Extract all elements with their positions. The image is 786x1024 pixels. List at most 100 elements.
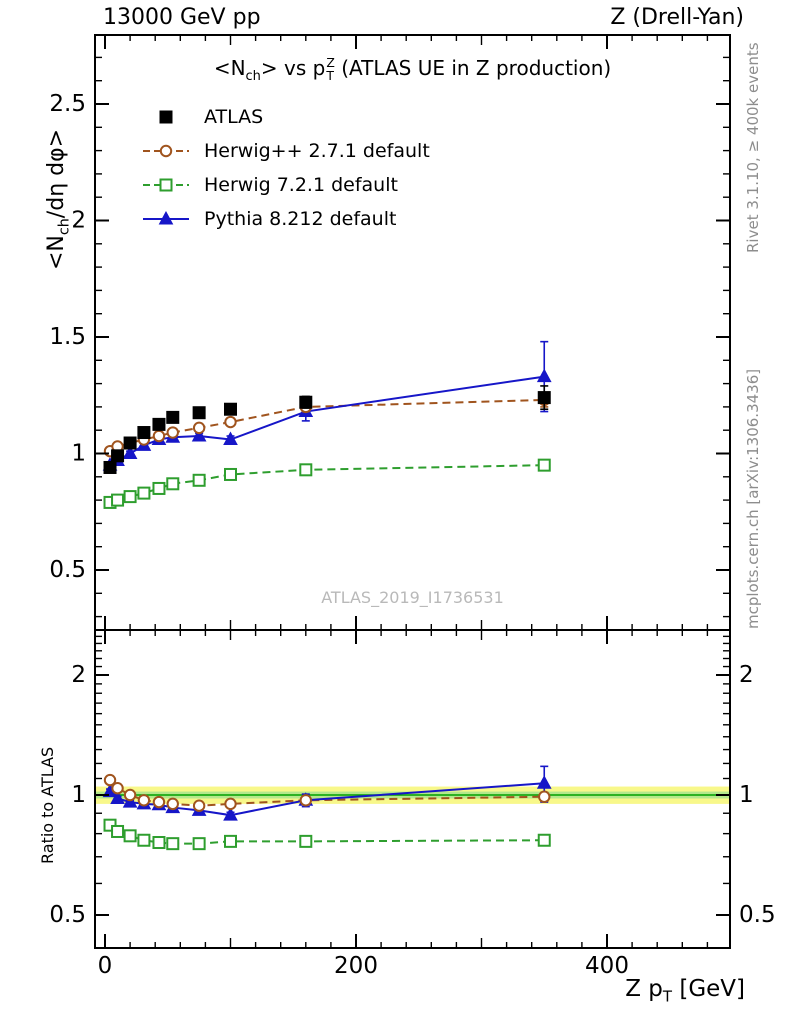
x-axis-label-subscript: T [662,987,673,1006]
legend-label: ATLAS [204,106,264,128]
data-point-square [111,449,125,463]
ratio-tick-label-right: 2 [739,662,754,688]
analysis-id-watermark: ATLAS_2019_I1736531 [321,588,504,607]
data-point-triangle [223,431,238,446]
x-axis-label: Z pT [GeV] [625,976,745,1006]
title-subscript-ch: ch [245,69,261,84]
data-point-circle [166,426,179,439]
data-point-triangle [158,210,174,225]
data-point-square [152,481,166,495]
y-tick-label: 2 [71,208,86,234]
data-point-circle [538,790,551,803]
legend-item: Herwig++ 2.7.1 default [141,134,430,168]
data-point-circle [299,794,312,807]
data-point-square [224,834,237,848]
ratio-tick-label-right: 0.5 [739,902,776,928]
data-point-square [299,463,313,477]
data-point-circle [192,799,206,812]
data-point-square [192,837,206,851]
y-tick-label: 0.5 [49,557,86,583]
data-point-triangle [122,445,138,459]
data-point-triangle [110,790,125,804]
data-point-square [137,426,151,440]
data-point-circle [137,794,151,807]
legend-label: Herwig++ 2.7.1 default [204,140,430,162]
data-point-circle [224,415,237,429]
legend-marker-square-filled-icon [159,110,173,124]
data-point-square [159,110,173,124]
series-line [109,779,545,807]
data-point-circle [224,797,237,811]
data-point-square [111,493,125,507]
data-point-square [166,837,180,851]
legend-item: Pythia 8.212 default [141,202,430,236]
legend-marker-square-open-icon [143,178,189,192]
legend-label: Pythia 8.212 default [204,208,397,230]
data-point-circle [159,144,173,158]
rivet-version-note: Rivet 3.1.10, ≥ 400k events [744,42,762,253]
y-axis-label: <Nch/dη dφ> [44,129,72,270]
title-text: (ATLAS UE in Z production) [334,56,612,80]
data-point-circle [103,773,117,787]
ratio-panel-frame [94,629,731,949]
data-point-square [123,490,137,504]
x-axis-label-text: Z p [625,976,663,1002]
series-line [109,782,545,817]
data-point-triangle [191,427,207,442]
data-point-square [152,836,166,850]
data-point-square [137,486,151,500]
legend: ATLAS Herwig++ 2.7.1 default Herwig 7.2.1 … [141,100,430,236]
title-superscript-z: Z [326,55,335,71]
data-point-square [123,829,137,843]
data-point-circle [152,795,166,809]
data-point-circle [152,429,166,443]
y-axis-label-text: <N [44,235,69,270]
x-tick-label: 200 [334,953,378,979]
y-tick-label: 1.5 [49,324,86,350]
ratio-tick-label-right: 1 [739,782,754,808]
title-text: <N [213,56,246,80]
data-point-square [224,402,237,416]
data-point-square [103,460,117,474]
data-point-square [123,436,137,450]
data-point-square [299,834,313,848]
data-point-square [537,458,551,472]
data-point-square [224,467,237,481]
x-tick-label: 0 [98,953,113,979]
mcplots-reference-note: mcplots.cern.ch [arXiv:1306.3436] [744,368,762,629]
data-point-square [111,824,125,838]
data-point-square [152,417,166,431]
x-axis-label-text: [GeV] [672,976,745,1002]
y-tick-label: 2.5 [49,91,86,117]
data-point-square [166,410,180,424]
data-point-square [159,178,173,192]
data-point-square [299,395,313,409]
data-point-square [166,477,180,491]
ratio-tick-label-left: 1 [71,782,86,808]
process-label: Z (Drell-Yan) [610,5,744,30]
y-axis-label-text: /dη dφ> [44,128,69,219]
data-point-square [192,473,206,487]
data-point-square [537,833,551,847]
legend-marker-circle-open-icon [143,144,189,158]
data-point-square [137,833,151,847]
data-point-circle [192,421,206,435]
legend-marker-triangle-filled-icon [143,210,189,225]
legend-item: Herwig 7.2.1 default [141,168,430,202]
title-text: > vs p [260,56,326,80]
data-point-square [192,406,206,420]
data-point-triangle [536,775,552,789]
y-tick-label: 1 [71,441,86,467]
beam-energy-label: 13000 GeV pp [103,5,261,30]
legend-item: ATLAS [141,100,430,134]
ratio-tick-label-left: 0.5 [49,902,86,928]
data-point-triangle [223,807,238,821]
title-subscript-t: T [326,67,334,83]
y-axis-label-subscript: ch [56,218,73,236]
x-tick-label: 400 [585,953,629,979]
data-point-circle [123,788,137,802]
